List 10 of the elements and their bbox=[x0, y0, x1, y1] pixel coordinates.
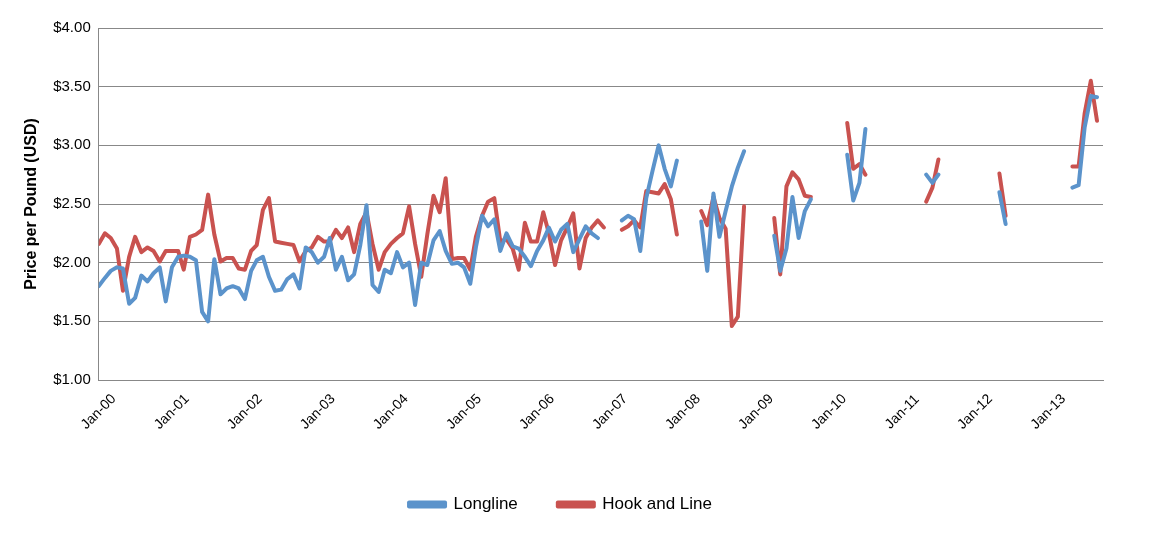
y-tick-label: $1.50 bbox=[53, 311, 91, 329]
y-axis-title: Price per Pound (USD) bbox=[22, 118, 40, 290]
y-tick-label: $3.00 bbox=[53, 135, 91, 153]
legend-label: Hook and Line bbox=[602, 494, 712, 514]
legend-label: Longline bbox=[453, 494, 518, 514]
y-tick-label: $1.00 bbox=[53, 370, 91, 388]
y-tick-label: $4.00 bbox=[53, 18, 91, 36]
y-tick-label: $2.50 bbox=[53, 194, 91, 212]
y-tick-label: $3.50 bbox=[53, 76, 91, 94]
y-tick-label: $2.00 bbox=[53, 252, 91, 270]
